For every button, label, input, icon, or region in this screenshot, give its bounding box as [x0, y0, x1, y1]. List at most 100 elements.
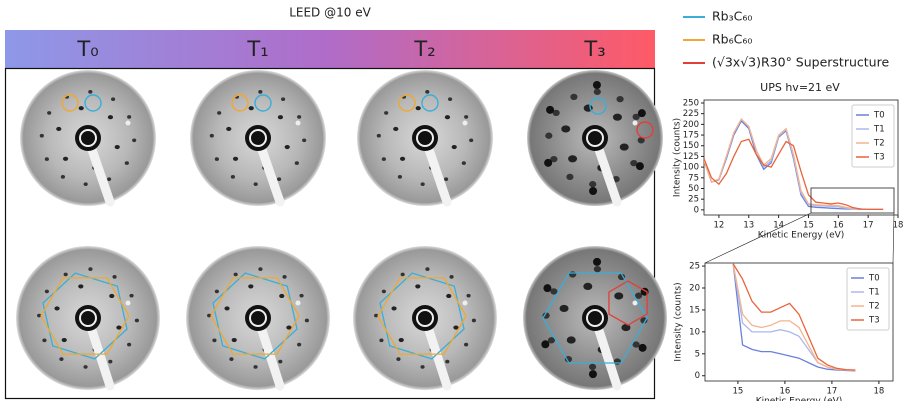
leed-pattern: [190, 70, 326, 206]
spot: [224, 306, 229, 310]
spot: [561, 125, 570, 132]
spot: [593, 81, 601, 89]
spot: [638, 109, 646, 117]
chart-legend-label: T1: [873, 125, 885, 135]
electron-gun: [582, 125, 608, 151]
spot: [384, 111, 388, 115]
spot: [112, 275, 116, 279]
spot: [278, 360, 282, 364]
spot: [234, 273, 238, 277]
spot: [282, 275, 286, 279]
electron-gun: [412, 125, 438, 151]
spot: [302, 138, 306, 142]
x-tick-label: 16: [833, 221, 844, 231]
electron-gun: [75, 125, 101, 151]
leed-title: LEED @10 eV: [289, 6, 371, 20]
y-tick-label: 15: [689, 305, 700, 315]
chart-legend-label: T3: [873, 153, 885, 163]
spot: [399, 338, 404, 342]
electron-gun: [582, 305, 608, 331]
spot: [569, 271, 576, 277]
spot: [84, 182, 88, 186]
spot: [469, 138, 473, 142]
spot: [210, 134, 214, 138]
spot: [217, 111, 221, 115]
spot: [462, 161, 466, 165]
spot: [613, 114, 622, 121]
y-tick-label: 200: [683, 120, 699, 130]
chart-legend-label: T0: [873, 111, 885, 121]
spot: [589, 364, 596, 370]
y-tick-label: 75: [688, 173, 699, 183]
spot: [277, 177, 281, 181]
y-tick-label: 0: [695, 371, 700, 381]
spot: [400, 157, 405, 161]
spot: [416, 106, 421, 110]
spot: [382, 157, 386, 161]
y-tick-label: 50: [688, 184, 699, 194]
x-tick-label: 18: [893, 221, 904, 231]
spot: [541, 340, 549, 348]
spot: [215, 157, 219, 161]
spot: [108, 360, 112, 364]
electron-gun: [245, 125, 271, 151]
spot: [127, 115, 131, 119]
chart-legend-label: T0: [868, 274, 880, 284]
y-tick-label: 225: [683, 109, 699, 119]
bright-spot: [296, 301, 301, 306]
spot: [398, 175, 402, 179]
spot: [295, 161, 299, 165]
spot: [616, 96, 623, 102]
spot: [54, 306, 59, 310]
spot: [229, 357, 233, 361]
spot: [639, 344, 647, 352]
panel-label: T₀: [76, 37, 98, 61]
spot: [444, 177, 448, 181]
ups-title: UPS hv=21 eV: [760, 81, 840, 94]
spot: [566, 174, 573, 180]
spot: [83, 365, 87, 369]
spot: [215, 290, 219, 294]
legend-label: Rb₃C₆₀: [712, 9, 752, 24]
spot: [620, 143, 629, 150]
spot: [297, 343, 301, 347]
spot: [636, 162, 644, 170]
y-axis-label: Intensity (counts): [673, 118, 683, 197]
spot: [614, 292, 623, 299]
spot: [379, 339, 383, 343]
y-tick-label: 175: [683, 131, 699, 141]
x-tick-label: 16: [779, 387, 790, 397]
spot: [109, 294, 114, 298]
spot: [233, 157, 238, 161]
legend-label: (√3x√3)R30° Superstructure: [712, 55, 889, 70]
x-tick-label: 15: [803, 221, 814, 231]
spot: [45, 157, 49, 161]
spot: [64, 273, 68, 277]
spot: [135, 319, 139, 323]
spot: [425, 90, 429, 94]
leed-pattern: [186, 246, 330, 390]
spot: [59, 357, 63, 361]
electron-gun: [75, 305, 101, 331]
spot: [425, 267, 429, 271]
spot: [415, 284, 420, 288]
spot: [464, 343, 468, 347]
spot: [297, 115, 301, 119]
legend-label: Rb₆C₆₀: [712, 32, 752, 47]
panel-label: T₁: [246, 37, 268, 61]
leed-pattern: [20, 70, 156, 206]
spot: [253, 365, 257, 369]
spot: [396, 357, 400, 361]
leed-pattern: [353, 246, 497, 390]
spot: [593, 258, 601, 266]
spot: [401, 273, 405, 277]
x-axis-label: Kinetic Energy (eV): [756, 397, 843, 401]
spot: [583, 283, 592, 290]
spot: [45, 290, 49, 294]
spot: [544, 159, 552, 167]
spot: [567, 336, 576, 343]
spot: [299, 294, 303, 298]
x-tick-label: 12: [714, 221, 725, 231]
spot: [61, 175, 65, 179]
